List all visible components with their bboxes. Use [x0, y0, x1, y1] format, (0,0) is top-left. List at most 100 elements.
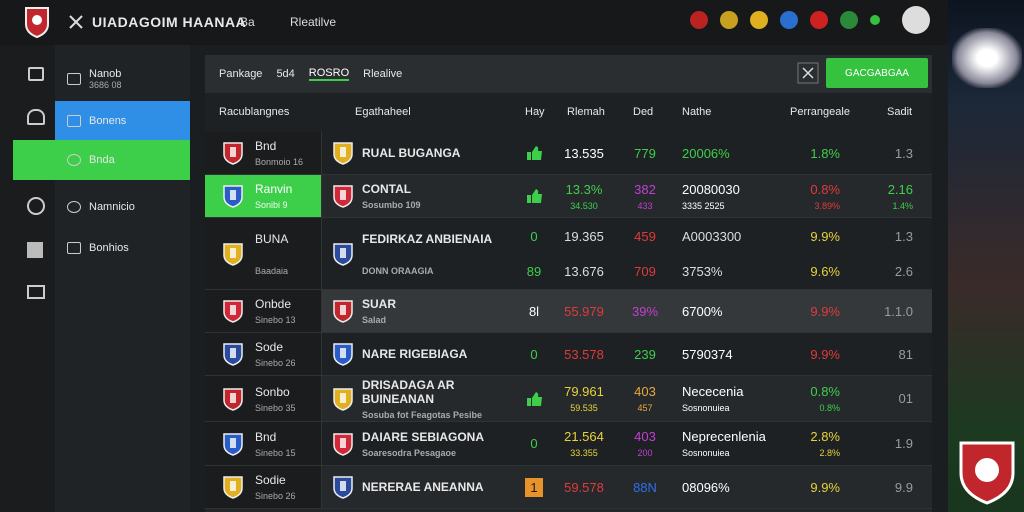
match-sub: Soaresodra Pesagaoe	[362, 447, 457, 458]
close-icon[interactable]	[68, 14, 84, 30]
team-icon[interactable]	[750, 11, 768, 29]
hay-value: 8l	[528, 303, 540, 319]
rail-icon[interactable]	[27, 109, 45, 125]
table-row[interactable]: Sodie Sinebo 26 NERERAE ANEANNA 1 59.578 88N 0…	[205, 466, 932, 509]
hay-value: 0	[530, 228, 538, 244]
sadit-value: 1.4%	[892, 200, 913, 211]
rlemah-cell: 21.564 33.355	[548, 422, 620, 465]
match-cell: SUAR Salad	[322, 290, 520, 332]
team-icon[interactable]	[780, 11, 798, 29]
match-cell: DAIARE SEBIAGONA Soaresodra Pesagaoe	[322, 422, 520, 465]
nav-label: Bonens	[89, 114, 127, 127]
table-row[interactable]: Sonbo Sinebo 35 DRISADAGA AR BUINEANAN Sosu…	[205, 376, 932, 422]
sadit-value: 1.3	[894, 145, 913, 161]
team-sub: Sonibi 9	[255, 200, 288, 210]
tab[interactable]: ROSRO	[308, 67, 350, 81]
match-cell: RUAL BUGANGA	[322, 132, 520, 174]
match-name: CONTAL	[362, 182, 412, 196]
rlemah-value: 19.365	[564, 228, 604, 244]
action-button[interactable]: GACGABGAA	[826, 58, 928, 88]
team-name: Bnd	[255, 139, 277, 153]
team-badge	[223, 185, 243, 208]
rail-icon[interactable]	[28, 67, 44, 81]
column-header: Racublangnes	[219, 106, 290, 118]
thumb-icon[interactable]	[526, 391, 542, 406]
table-row[interactable]: Sode Sinebo 26 NARE RIGEBIAGA 0 53.578 239 579…	[205, 333, 932, 376]
team-badge	[333, 432, 353, 456]
nathe-value: 20006%	[682, 145, 730, 161]
thumb-icon[interactable]	[526, 189, 542, 203]
icon-rail	[0, 45, 55, 512]
rail-icon[interactable]	[27, 197, 45, 215]
match-cell: NARE RIGEBIAGA	[322, 333, 520, 375]
table-row[interactable]: Ranvin Sonibi 9 CONTAL Sosumbo 109 13.3% 34.5…	[205, 175, 932, 218]
perc-cell: 0.8% 3.89%	[770, 175, 840, 217]
menu[interactable]: Rleatilve	[290, 15, 337, 29]
team-icon[interactable]	[810, 11, 828, 29]
team-icon[interactable]	[840, 11, 858, 29]
hay-cell: 1	[520, 466, 548, 508]
stadium-image	[948, 0, 1024, 512]
rlemah-value: 13.3%	[565, 181, 603, 197]
team-icon[interactable]	[720, 11, 738, 29]
perc-value: 9.9%	[810, 346, 840, 362]
perc-value: 0.8%	[810, 384, 840, 399]
perc-value: 9.6%	[810, 263, 840, 279]
perc-cell: 9.9%	[770, 333, 840, 375]
close-button[interactable]	[797, 62, 819, 84]
app-title: UIADAGOIM HAANAA	[92, 14, 247, 30]
rlemah-value: 33.355	[570, 448, 598, 458]
rail-icon[interactable]	[27, 242, 43, 258]
ded-value: 403	[634, 384, 656, 399]
team-name: BUNA	[255, 231, 289, 246]
match-cell: DRISADAGA AR BUINEANAN Sosuba fot Feagota…	[322, 376, 520, 421]
tab[interactable]: Rlealive	[363, 68, 403, 80]
nathe-value: 08096%	[682, 479, 730, 495]
nathe-value: A0003300	[682, 228, 742, 244]
perc-value: 9.9%	[810, 303, 840, 319]
ded-value: 457	[637, 403, 653, 413]
thumb-icon[interactable]	[526, 146, 542, 160]
ded-cell: 39%	[615, 290, 675, 332]
nav-item[interactable]: Namnicio	[55, 195, 190, 219]
ded-cell: 779	[615, 132, 675, 174]
team-sub: Sinebo 26	[255, 358, 296, 368]
team-badge	[333, 242, 353, 266]
table-row[interactable]: Bnd Bonmoio 16 RUAL BUGANGA 13.535 779 20006%…	[205, 132, 932, 175]
rlemah-value: 21.564	[564, 429, 604, 444]
nav-item[interactable]: Bnda	[13, 140, 190, 180]
team-badge	[223, 476, 243, 499]
nav-item[interactable]: Bonhios	[55, 236, 190, 260]
tab[interactable]: Pankage	[219, 68, 263, 80]
nathe-value: 6700%	[682, 303, 723, 319]
perc-value: 9.9%	[810, 228, 840, 244]
menu[interactable]: Ba	[240, 15, 255, 29]
ded-value: 779	[634, 145, 656, 161]
rlemah-cell: 53.578	[548, 333, 620, 375]
perc-value: 9.9%	[810, 479, 840, 495]
nav-item[interactable]: Bonens	[55, 101, 190, 140]
team-icon[interactable]	[690, 11, 708, 29]
table-row[interactable]: BUNA Baadaia FEDIRKAZ ANBIENAIA DONN ORAAGI…	[205, 218, 932, 290]
table-row[interactable]: Bnd Sinebo 15 DAIARE SEBIAGONA Soaresodra P…	[205, 422, 932, 466]
perc-value: 1.8%	[810, 145, 840, 161]
hay-value: 89	[526, 263, 542, 279]
tab[interactable]: 5d4	[276, 68, 295, 80]
nathe-cell: A0003300 3753%	[682, 218, 782, 289]
match-name: NERERAE ANEANNA	[362, 480, 484, 494]
table-row[interactable]: Onbde Sinebo 13 SUAR Salad 8l 55.979 39% 6700% 9…	[205, 290, 932, 333]
team-sub: Sinebo 35	[255, 402, 296, 413]
ded-value: 459	[634, 228, 656, 244]
match-name: DRISADAGA AR BUINEANAN	[362, 377, 455, 406]
rail-icon[interactable]	[27, 285, 45, 299]
nav-item[interactable]: Nanob 3686 08	[55, 62, 190, 96]
team-cell: BUNA Baadaia	[205, 218, 322, 289]
ded-value: 239	[634, 346, 656, 362]
team-badge	[223, 142, 243, 165]
rlemah-cell: 79.961 59.535	[548, 376, 620, 421]
avatar[interactable]	[902, 6, 930, 34]
nathe-value: 5790374	[682, 346, 733, 362]
sadit-cell: 1.9	[865, 422, 913, 465]
match-cell: FEDIRKAZ ANBIENAIA DONN ORAAGIA	[322, 218, 520, 289]
table-body: Bnd Bonmoio 16 RUAL BUGANGA 13.535 779 20006%…	[205, 132, 932, 509]
